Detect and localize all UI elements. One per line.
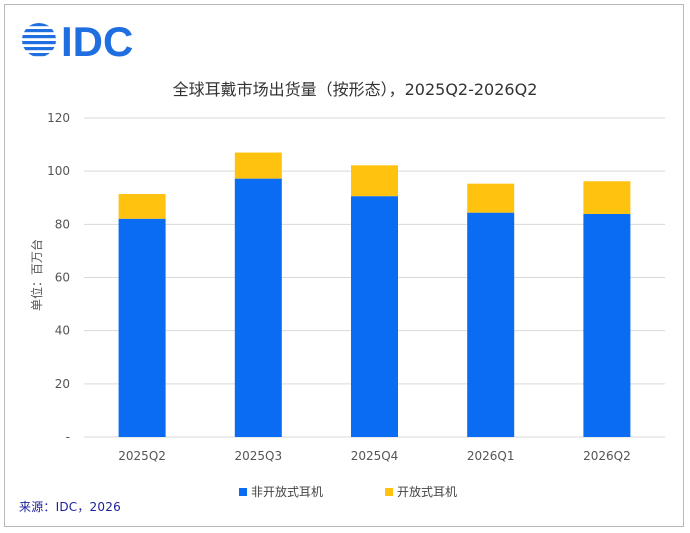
bars xyxy=(118,152,631,438)
bar-segment xyxy=(351,196,398,437)
y-axis-label: 单位：百万台 xyxy=(29,239,44,311)
source-note: 来源：IDC，2026 xyxy=(19,500,121,514)
idc-logo: IDC xyxy=(22,18,133,65)
x-tick-label: 2026Q1 xyxy=(467,449,515,463)
bar-segment xyxy=(234,152,282,179)
legend-swatch xyxy=(239,488,247,496)
y-tick-label: 20 xyxy=(55,377,70,391)
bar-segment xyxy=(118,218,166,437)
globe-icon xyxy=(22,23,56,57)
x-tick-label: 2025Q3 xyxy=(234,449,282,463)
chart-canvas: 全球耳戴市场出货量（按形态），2025Q2-2026Q2 - 20 40 60 80 10… xyxy=(29,80,665,499)
x-tick-label: 2025Q2 xyxy=(118,449,166,463)
y-tick-label: 60 xyxy=(55,271,70,285)
legend-swatch xyxy=(385,488,393,496)
x-tick-label: 2026Q2 xyxy=(583,449,631,463)
bar-segment xyxy=(118,194,166,219)
legend-label: 非开放式耳机 xyxy=(251,484,323,499)
x-tick-label: 2025Q4 xyxy=(351,449,399,463)
y-axis-ticks: - 20 40 60 80 100 120 xyxy=(47,111,70,444)
idc-logo-text: IDC xyxy=(61,18,133,65)
bar-segment xyxy=(351,165,398,197)
y-tick-label: 40 xyxy=(55,324,70,338)
bar-segment xyxy=(583,181,631,214)
y-tick-label: 120 xyxy=(47,111,70,125)
legend: 非开放式耳机 开放式耳机 xyxy=(239,484,457,499)
bar-segment xyxy=(467,183,515,213)
y-tick-label: 80 xyxy=(55,217,70,231)
bar-segment xyxy=(234,178,282,438)
bar-segment xyxy=(583,213,631,437)
y-tick-label: 100 xyxy=(47,164,70,178)
y-tick-label: - xyxy=(66,430,70,444)
legend-label: 开放式耳机 xyxy=(397,484,457,499)
chart-title: 全球耳戴市场出货量（按形态），2025Q2-2026Q2 xyxy=(173,80,538,99)
x-axis-ticks: 2025Q2 2025Q3 2025Q4 2026Q1 2026Q2 xyxy=(118,449,630,463)
bar-segment xyxy=(467,212,515,437)
chart-frame: IDC 全球耳戴市场出货量（按形态），2025Q2-2026Q2 - 20 40 60… xyxy=(4,4,684,527)
